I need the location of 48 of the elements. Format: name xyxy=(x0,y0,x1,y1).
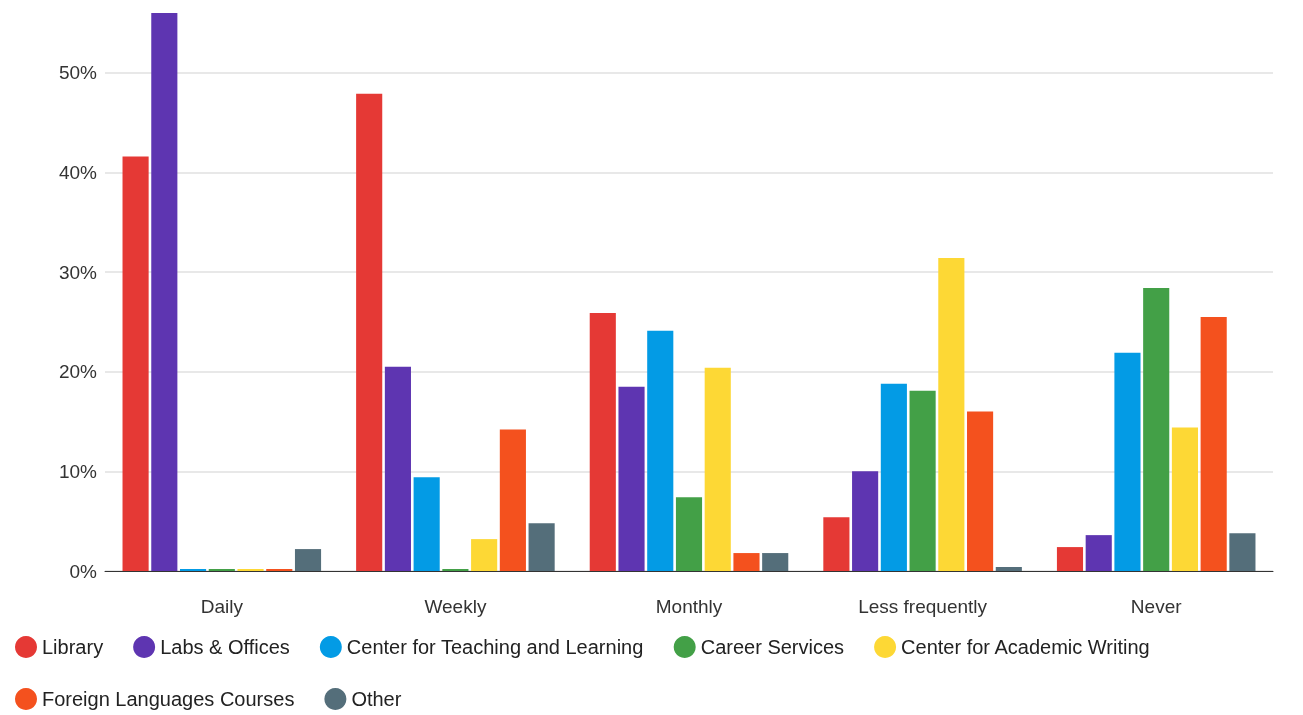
y-tick-label: 40% xyxy=(58,161,98,183)
legend-label: Career Services xyxy=(700,636,845,658)
bar xyxy=(733,553,760,571)
bar xyxy=(589,312,616,571)
bar xyxy=(1171,427,1198,571)
bar xyxy=(647,330,674,571)
bar xyxy=(823,517,850,571)
bar xyxy=(675,497,703,571)
bar xyxy=(384,366,411,571)
bar xyxy=(471,539,498,571)
bar xyxy=(704,367,731,571)
bar xyxy=(1143,288,1170,571)
bar xyxy=(499,429,526,571)
x-tick-label: Less frequently xyxy=(858,596,988,617)
bar xyxy=(122,156,149,571)
y-tick-label: 0% xyxy=(69,560,98,582)
x-tick-label: Weekly xyxy=(424,596,487,617)
bar xyxy=(1085,535,1112,571)
legend-label: Center for Teaching and Learning xyxy=(346,636,644,658)
bar xyxy=(1229,533,1256,571)
bar xyxy=(880,383,907,571)
bar xyxy=(356,93,383,571)
bar xyxy=(909,390,936,571)
bar xyxy=(151,13,178,571)
y-tick-label: 30% xyxy=(58,261,98,283)
legend-label: Foreign Languages Courses xyxy=(42,688,295,710)
y-tick-label: 20% xyxy=(58,361,98,383)
bar xyxy=(1056,547,1084,571)
bar xyxy=(528,523,555,571)
y-tick-label: 10% xyxy=(58,460,98,482)
bar xyxy=(1114,352,1141,571)
bar xyxy=(762,553,789,571)
y-tick-label: 50% xyxy=(58,62,98,84)
legend-label: Library xyxy=(42,636,104,658)
x-tick-label: Monthly xyxy=(655,596,723,617)
bar xyxy=(852,471,879,571)
bar xyxy=(294,549,322,571)
bar xyxy=(1200,316,1227,571)
bar xyxy=(618,386,645,571)
x-tick-label: Daily xyxy=(200,596,244,617)
legend-label: Center for Academic Writing xyxy=(901,636,1150,658)
legend-label: Labs & Offices xyxy=(160,636,290,658)
bar xyxy=(967,411,994,571)
bar xyxy=(413,477,440,571)
bar xyxy=(995,567,1022,571)
x-tick-label: Never xyxy=(1130,596,1183,617)
bar xyxy=(938,258,965,571)
legend-label: Other xyxy=(351,688,402,710)
